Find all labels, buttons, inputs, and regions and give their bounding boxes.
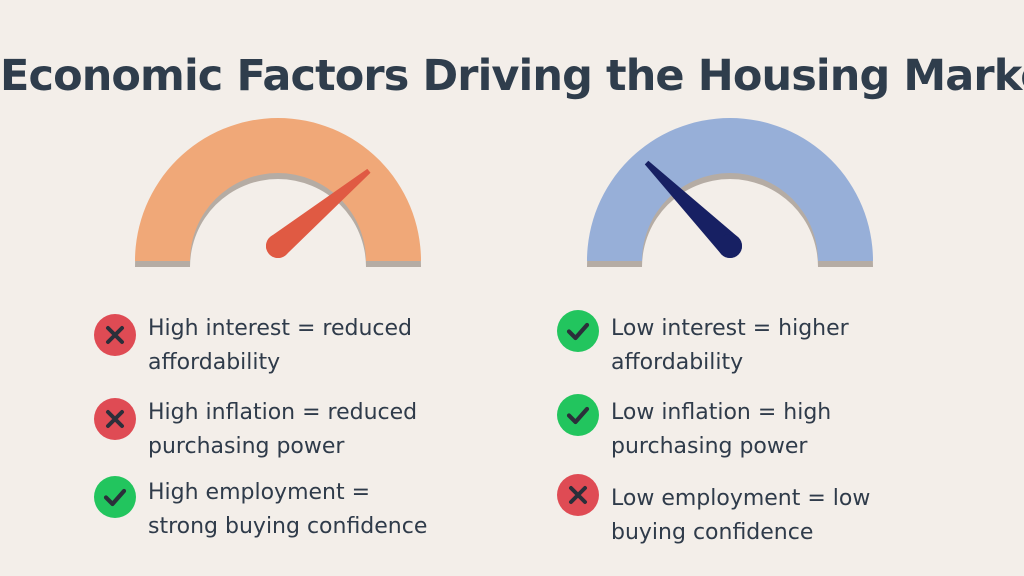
item-text: Low interest = higher affordability: [611, 312, 941, 380]
item-line: buying confidence: [611, 520, 814, 545]
x-icon: [557, 474, 599, 516]
gauge-arc: [135, 118, 421, 261]
item-line: High inflation = reduced: [148, 400, 418, 425]
item-line: strong buying confidence: [148, 514, 428, 539]
item-line: purchasing power: [611, 434, 808, 459]
item-text: Low employment = low buying confidence: [611, 482, 941, 550]
check-icon: [557, 394, 599, 436]
item-text: Low inflation = high purchasing power: [611, 396, 941, 464]
gauge-graphic: [587, 118, 873, 267]
high-rates-gauge: [128, 110, 428, 275]
item-line: High interest = reduced: [148, 316, 412, 341]
item-text: High employment = strong buying confiden…: [148, 476, 478, 544]
item-line: purchasing power: [148, 434, 345, 459]
item-line: affordability: [148, 350, 281, 375]
x-icon: [94, 398, 136, 440]
gauge-needle: [644, 160, 742, 258]
item-line: affordability: [611, 350, 744, 375]
item-line: Low employment = low: [611, 486, 871, 511]
check-icon: [94, 476, 136, 518]
gauge-needle: [266, 168, 371, 258]
page-title: Economic Factors Driving the Housing Mar…: [0, 51, 1024, 101]
check-icon: [557, 310, 599, 352]
item-line: High employment =: [148, 480, 371, 505]
low-rates-gauge: [580, 110, 880, 275]
item-text: High interest = reduced affordability: [148, 312, 478, 380]
item-line: Low inflation = high: [611, 400, 832, 425]
gauge-arc: [587, 118, 873, 261]
x-icon: [94, 314, 136, 356]
gauge-graphic: [135, 118, 421, 267]
item-text: High inflation = reduced purchasing powe…: [148, 396, 478, 464]
item-line: Low interest = higher: [611, 316, 849, 341]
